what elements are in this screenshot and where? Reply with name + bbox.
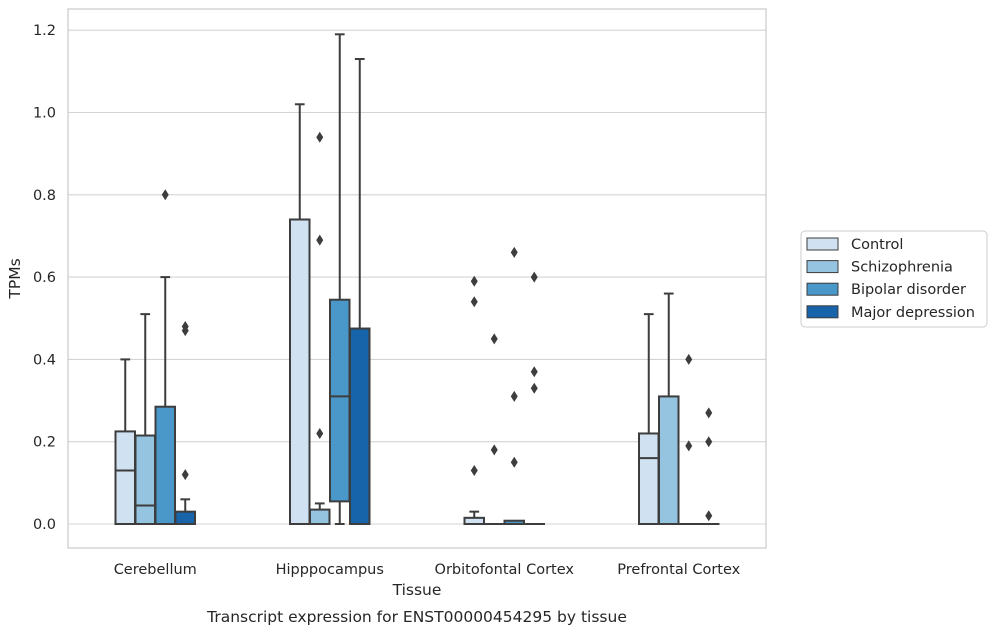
outlier-point (161, 189, 169, 201)
outlier-point (530, 366, 538, 378)
x-tick-label: Hipppocampus (276, 562, 384, 578)
legend-label: Bipolar disorder (851, 282, 966, 298)
box-schizophrenia (658, 292, 680, 525)
outlier-point (181, 320, 189, 332)
outlier-point (316, 234, 324, 246)
y-tick-label: 0.6 (33, 270, 56, 286)
x-axis-title: Tissue (392, 581, 442, 599)
box-control (463, 275, 485, 526)
outlier-point (470, 296, 478, 308)
legend: Control Schizophrenia Bipolar disorder Majo… (800, 230, 988, 328)
box-schizophrenia (134, 313, 156, 525)
box-body (638, 432, 660, 525)
legend-label: Major depression (851, 305, 975, 321)
box-series (114, 33, 720, 526)
plot-frame (67, 8, 767, 549)
outlier-point (530, 382, 538, 394)
y-tick-label: 0.0 (33, 517, 56, 533)
legend-swatch (806, 260, 839, 274)
outlier-point (705, 510, 713, 522)
box-body (329, 298, 351, 503)
x-tick-label: Orbitofontal Cortex (435, 562, 575, 578)
box-schizophrenia (309, 131, 331, 526)
legend-swatch (806, 282, 839, 296)
box-schizophrenia (483, 333, 505, 526)
box-bipolar-disorder (154, 189, 176, 525)
box-major-depression (174, 320, 196, 525)
box-bipolar-disorder (329, 33, 351, 525)
legend-item: Bipolar disorder (806, 282, 966, 298)
y-tick-label: 0.2 (33, 435, 56, 451)
box-major-depression (349, 58, 371, 525)
outlier-point (685, 440, 693, 452)
legend-swatch (806, 305, 839, 319)
grid-lines (68, 29, 766, 525)
outlier-point (510, 456, 518, 468)
y-tick-labels: 0.0 0.2 0.4 0.6 0.8 1.0 1.2 (33, 23, 56, 533)
legend-frame (800, 230, 988, 328)
box-body (134, 434, 156, 525)
outlier-point (685, 353, 693, 365)
box-major-depression (698, 407, 720, 526)
y-tick-label: 1.0 (33, 106, 56, 122)
outlier-point (490, 333, 498, 345)
legend-item: Control (806, 237, 903, 253)
outlier-point (510, 246, 518, 258)
outlier-point (316, 427, 324, 439)
chart-caption: Transcript expression for ENST0000045429… (206, 608, 627, 626)
x-tick-label: Prefrontal Cortex (617, 562, 740, 578)
y-tick-label: 0.8 (33, 188, 56, 204)
box-major-depression (523, 271, 545, 526)
outlier-point (181, 469, 189, 481)
y-tick-label: 0.4 (33, 352, 56, 368)
box-body (309, 508, 331, 526)
outlier-point (530, 271, 538, 283)
y-tick-label: 1.2 (33, 23, 56, 39)
outlier-point (490, 444, 498, 456)
box-control (114, 358, 136, 526)
box-control (638, 313, 660, 525)
x-tick-label: Cerebellum (114, 562, 197, 578)
legend-item: Schizophrenia (806, 260, 953, 276)
box-body (114, 430, 136, 526)
outlier-point (470, 465, 478, 477)
y-axis-title: TPMs (6, 258, 24, 299)
legend-swatch (806, 237, 839, 251)
box-control (289, 103, 311, 526)
box-body (349, 327, 371, 525)
box-body (289, 218, 311, 526)
legend-item: Major depression (806, 305, 975, 321)
box-bipolar-disorder (503, 246, 525, 526)
outlier-point (510, 390, 518, 402)
box-body (174, 510, 196, 525)
legend-label: Control (851, 237, 903, 253)
x-tick-labels: Cerebellum Hipppocampus Orbitofontal Corte… (114, 562, 741, 578)
box-body (658, 395, 680, 525)
outlier-point (705, 436, 713, 448)
legend-label: Schizophrenia (851, 260, 953, 276)
outlier-point (470, 275, 478, 287)
outlier-point (316, 131, 324, 143)
box-body (154, 405, 176, 525)
outlier-point (705, 407, 713, 419)
box-bipolar-disorder (678, 353, 700, 526)
